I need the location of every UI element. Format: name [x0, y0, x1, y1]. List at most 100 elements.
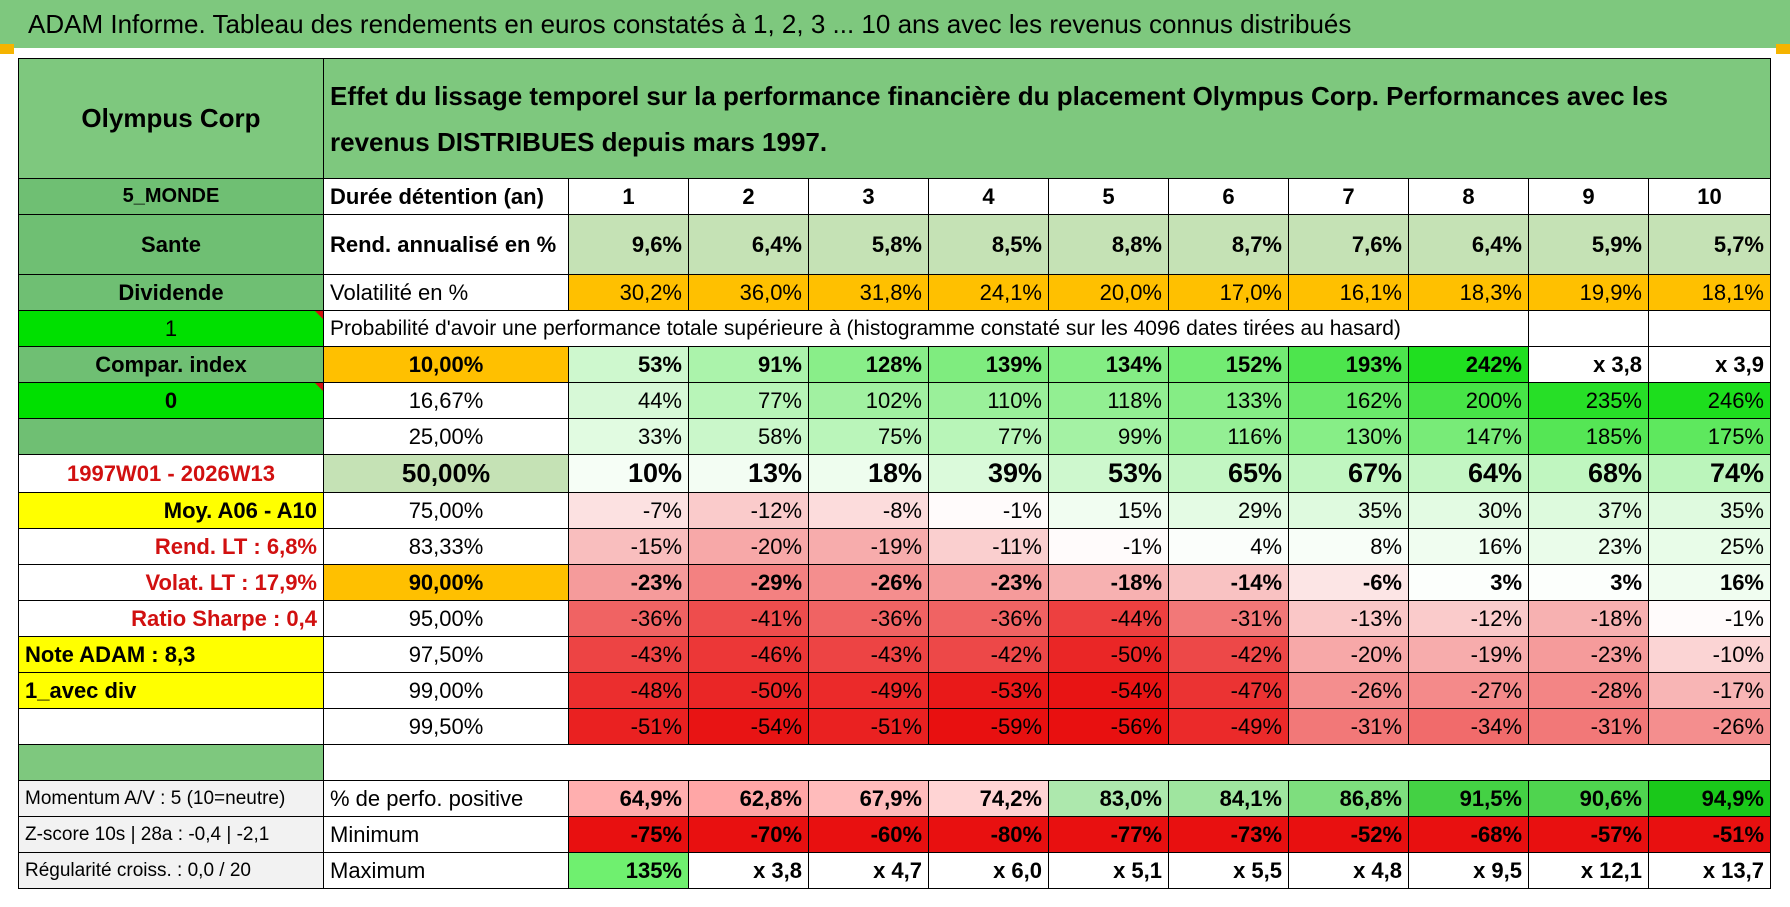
quantile-cell: 193%	[1288, 346, 1409, 383]
quantile-cell: -47%	[1168, 672, 1289, 709]
volatility-cell: 18,3%	[1408, 274, 1529, 311]
zone-label: 5_MONDE	[18, 178, 324, 215]
quantile-cell: 8%	[1288, 528, 1409, 565]
quantile-cell: 3%	[1408, 564, 1529, 601]
quantile-cell: x 3,9	[1648, 346, 1771, 383]
selection-handle-top-left	[0, 44, 14, 54]
quantile-cell: 246%	[1648, 382, 1771, 419]
quantile-cell: 18%	[808, 454, 929, 493]
quantile-cell: -51%	[568, 708, 689, 745]
quantile-cell: -10%	[1648, 636, 1771, 673]
quantile-cell: 15%	[1048, 492, 1169, 529]
quantile-cell: 116%	[1168, 418, 1289, 455]
positive-perf-cell: 83,0%	[1048, 780, 1169, 817]
flag-cell-1[interactable]: 1	[18, 310, 324, 347]
annual-return-cell: 5,8%	[808, 214, 929, 275]
quantile-cell: -27%	[1408, 672, 1529, 709]
quantile-label: 99,00%	[323, 672, 569, 709]
period-label: 1997W01 - 2026W13	[18, 454, 324, 493]
minimum-cell: -80%	[928, 816, 1049, 853]
minimum-cell: -52%	[1288, 816, 1409, 853]
flag-cell-2[interactable]: 0	[18, 382, 324, 419]
quantile-cell: -1%	[1648, 600, 1771, 637]
annual-return-cell: 9,6%	[568, 214, 689, 275]
quantile-cell: 75%	[808, 418, 929, 455]
quantile-cell: 110%	[928, 382, 1049, 419]
annual-return-cell: 5,7%	[1648, 214, 1771, 275]
minimum-cell: -73%	[1168, 816, 1289, 853]
quantile-cell: -12%	[688, 492, 809, 529]
minimum-cell: -75%	[568, 816, 689, 853]
quantile-cell: -31%	[1168, 600, 1289, 637]
annual-return-cell: 5,9%	[1528, 214, 1649, 275]
dividend-mode: 1_avec div	[18, 672, 324, 709]
empty-left-cell	[18, 418, 324, 455]
quantile-label: 16,67%	[323, 382, 569, 419]
quantile-cell: -17%	[1648, 672, 1771, 709]
quantile-cell: -43%	[808, 636, 929, 673]
quantile-cell: -43%	[568, 636, 689, 673]
quantile-cell: -11%	[928, 528, 1049, 565]
quantile-label: 75,00%	[323, 492, 569, 529]
quantile-cell: 133%	[1168, 382, 1289, 419]
positive-perf-cell: 91,5%	[1408, 780, 1529, 817]
quantile-cell: -1%	[928, 492, 1049, 529]
positive-perf-cell: 64,9%	[568, 780, 689, 817]
quantile-cell: -1%	[1048, 528, 1169, 565]
quantile-cell: -20%	[688, 528, 809, 565]
volatility-cell: 36,0%	[688, 274, 809, 311]
quantile-label: 10,00%	[323, 346, 569, 383]
quantile-cell: 65%	[1168, 454, 1289, 493]
quantile-cell: -44%	[1048, 600, 1169, 637]
fund-name: Olympus Corp	[18, 58, 324, 179]
annual-return-cell: 6,4%	[1408, 214, 1529, 275]
minimum-cell: -77%	[1048, 816, 1169, 853]
quantile-cell: -19%	[1408, 636, 1529, 673]
maximum-cell: x 9,5	[1408, 852, 1529, 889]
long-term-volatility: Volat. LT : 17,9%	[18, 564, 324, 601]
quantile-cell: -56%	[1048, 708, 1169, 745]
year-header: 5	[1048, 178, 1169, 215]
quantile-cell: 139%	[928, 346, 1049, 383]
quantile-label: 97,50%	[323, 636, 569, 673]
positive-perf-cell: 84,1%	[1168, 780, 1289, 817]
regularity-label: Régularité croiss. : 0,0 / 20	[18, 852, 324, 889]
quantile-cell: -18%	[1048, 564, 1169, 601]
year-header: 8	[1408, 178, 1529, 215]
quantile-cell: 13%	[688, 454, 809, 493]
positive-perf-cell: 74,2%	[928, 780, 1049, 817]
quantile-cell: 102%	[808, 382, 929, 419]
quantile-cell: -18%	[1528, 600, 1649, 637]
quantile-cell: 91%	[688, 346, 809, 383]
performance-table: Olympus Corp Effet du lissage temporel s…	[18, 58, 1771, 889]
year-header: 2	[688, 178, 809, 215]
quantile-cell: 242%	[1408, 346, 1529, 383]
separator-cell	[18, 744, 324, 781]
quantile-cell: 10%	[568, 454, 689, 493]
quantile-cell: -59%	[928, 708, 1049, 745]
zscore-label: Z-score 10s | 28a : -0,4 | -2,1	[18, 816, 324, 853]
quantile-cell: -36%	[568, 600, 689, 637]
maximum-cell: x 6,0	[928, 852, 1049, 889]
quantile-label: 83,33%	[323, 528, 569, 565]
year-header: 6	[1168, 178, 1289, 215]
quantile-cell: -7%	[568, 492, 689, 529]
positive-perf-cell: 62,8%	[688, 780, 809, 817]
quantile-cell: 3%	[1528, 564, 1649, 601]
quantile-label: 90,00%	[323, 564, 569, 601]
quantile-cell: 185%	[1528, 418, 1649, 455]
quantile-cell: -26%	[1648, 708, 1771, 745]
quantile-cell: 53%	[568, 346, 689, 383]
quantile-cell: 35%	[1648, 492, 1771, 529]
quantile-cell: -50%	[688, 672, 809, 709]
year-header: 4	[928, 178, 1049, 215]
quantile-cell: -54%	[688, 708, 809, 745]
volatility-cell: 19,9%	[1528, 274, 1649, 311]
minimum-cell: -60%	[808, 816, 929, 853]
quantile-cell: 16%	[1648, 564, 1771, 601]
minimum-cell: -70%	[688, 816, 809, 853]
quantile-label: 50,00%	[323, 454, 569, 493]
maximum-cell: 135%	[568, 852, 689, 889]
quantile-cell: -36%	[808, 600, 929, 637]
volatility-cell: 18,1%	[1648, 274, 1771, 311]
